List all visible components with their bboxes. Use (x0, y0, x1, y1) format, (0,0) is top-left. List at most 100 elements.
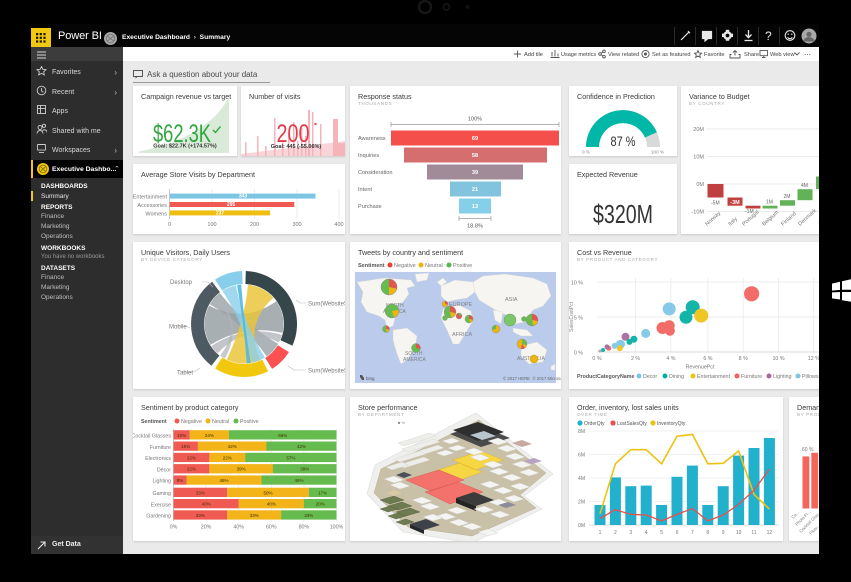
svg-text:⋯: ⋯ (804, 52, 811, 59)
svg-text:42%: 42% (228, 444, 237, 449)
svg-text:Favorite: Favorite (704, 52, 725, 58)
svg-text:Denmark: Denmark (797, 208, 818, 228)
svg-text:9: 9 (722, 530, 725, 536)
svg-text:-1M: -1M (745, 209, 754, 215)
svg-text:0: 0 (168, 222, 171, 228)
svg-text:RevenuePct: RevenuePct (686, 365, 715, 371)
svg-text:22%: 22% (187, 455, 196, 460)
svg-text:EUROPE: EUROPE (449, 302, 473, 308)
svg-text:Intent: Intent (358, 187, 372, 193)
svg-text:-5M: -5M (711, 201, 720, 207)
svg-text:© 2017 HERE © 2017 Microsoft: © 2017 HERE © 2017 Microsoft Corporation (503, 376, 561, 381)
svg-text:Goal: 445 (-55.06%): Goal: 445 (-55.06%) (271, 144, 322, 150)
svg-text:SalesCostPct: SalesCostPct (569, 301, 575, 332)
svg-text:50%: 50% (263, 490, 272, 495)
svg-text:66%: 66% (278, 433, 287, 438)
svg-text:18.8%: 18.8% (467, 224, 483, 230)
svg-text:Add tile: Add tile (524, 52, 543, 58)
svg-text:3: 3 (629, 530, 632, 536)
svg-text:100%: 100% (330, 525, 344, 531)
svg-text:15%: 15% (181, 444, 190, 449)
svg-text:0 %: 0 % (592, 356, 601, 362)
svg-text:AMERICA: AMERICA (403, 357, 426, 363)
svg-text:Gardening: Gardening (146, 514, 171, 520)
svg-text:24%: 24% (205, 433, 214, 438)
svg-text:SOUTH: SOUTH (405, 351, 423, 357)
svg-text:■ %: ■ % (398, 420, 406, 425)
svg-text:Negative: Negative (181, 419, 202, 425)
svg-text:8M: 8M (578, 429, 585, 435)
svg-text:33%: 33% (196, 513, 205, 518)
svg-text:6M: 6M (578, 453, 585, 459)
svg-text:Entertainment: Entertainment (133, 195, 167, 201)
svg-text:20M: 20M (693, 127, 704, 133)
svg-text:Neutral: Neutral (212, 419, 229, 425)
svg-text:ProductCategoryName: ProductCategoryName (577, 374, 634, 380)
svg-text:12 %: 12 % (808, 356, 820, 362)
svg-text:Awareness: Awareness (358, 136, 386, 142)
svg-text:Furniture: Furniture (150, 445, 171, 451)
svg-text:bing: bing (366, 376, 375, 381)
svg-text:Decor: Decor (643, 374, 657, 380)
svg-text:-10M: -10M (691, 210, 704, 216)
svg-text:40%: 40% (267, 502, 276, 507)
svg-text:46%: 46% (219, 478, 228, 483)
svg-text:22%: 22% (223, 455, 232, 460)
svg-text:Cocktail Glasses: Cocktail Glasses (133, 434, 171, 440)
svg-text:10 %: 10 % (772, 356, 784, 362)
svg-text:40%: 40% (202, 502, 211, 507)
svg-text:LostSalesQty: LostSalesQty (617, 421, 647, 427)
svg-text:-3M: -3M (730, 200, 740, 206)
svg-text:View related: View related (608, 52, 639, 58)
svg-text:87 %: 87 % (611, 133, 636, 149)
svg-text:33%: 33% (250, 513, 259, 518)
svg-text:200: 200 (250, 222, 259, 228)
svg-text:1: 1 (599, 530, 602, 536)
svg-text:2 %: 2 % (631, 356, 640, 362)
svg-text:100 %: 100 % (651, 150, 664, 155)
svg-text:8: 8 (706, 530, 709, 536)
svg-text:Belgium: Belgium (761, 209, 780, 227)
svg-text:7: 7 (691, 530, 694, 536)
svg-text:0M: 0M (696, 182, 704, 188)
svg-text:OrderQty: OrderQty (584, 421, 605, 427)
svg-text:2M: 2M (784, 194, 791, 200)
svg-text:20%: 20% (201, 525, 212, 531)
svg-text:60%: 60% (266, 525, 277, 531)
svg-text:0%: 0% (170, 525, 178, 531)
svg-text:InventoryQty: InventoryQty (657, 421, 686, 427)
svg-text:20%: 20% (316, 502, 325, 507)
svg-text:Share: Share (744, 52, 759, 58)
svg-text:?: ? (765, 29, 772, 43)
svg-text:11: 11 (751, 530, 756, 536)
svg-text:Neutral: Neutral (425, 263, 443, 269)
svg-text:Goal: $22.7K (+174.57%): Goal: $22.7K (+174.57%) (153, 144, 217, 150)
svg-text:1M: 1M (766, 200, 773, 206)
svg-text:300: 300 (292, 222, 301, 228)
svg-text:400: 400 (334, 222, 343, 228)
svg-text:2: 2 (614, 530, 617, 536)
svg-text:100: 100 (207, 222, 216, 228)
svg-text:46%: 46% (294, 478, 303, 483)
svg-text:Positive: Positive (240, 419, 259, 425)
svg-text:6: 6 (676, 530, 679, 536)
svg-text:12: 12 (767, 530, 773, 536)
svg-text:Italy: Italy (727, 216, 739, 227)
svg-text:Web view: Web view (770, 52, 795, 58)
svg-text:5: 5 (660, 530, 663, 536)
svg-text:33%: 33% (196, 490, 205, 495)
svg-text:Entertainment: Entertainment (697, 374, 731, 380)
svg-text:6 %: 6 % (703, 356, 712, 362)
svg-text:10M: 10M (693, 155, 704, 161)
svg-text:2M: 2M (578, 500, 585, 506)
svg-text:Lighting: Lighting (773, 374, 792, 380)
svg-text:39: 39 (472, 170, 478, 176)
svg-text:Sentiment: Sentiment (358, 263, 385, 269)
svg-text:0M: 0M (578, 523, 585, 529)
svg-text:4: 4 (645, 530, 648, 536)
svg-text:$62.3K: $62.3K (153, 120, 211, 148)
svg-text:343: 343 (239, 194, 248, 200)
svg-text:Womens: Womens (145, 211, 167, 217)
